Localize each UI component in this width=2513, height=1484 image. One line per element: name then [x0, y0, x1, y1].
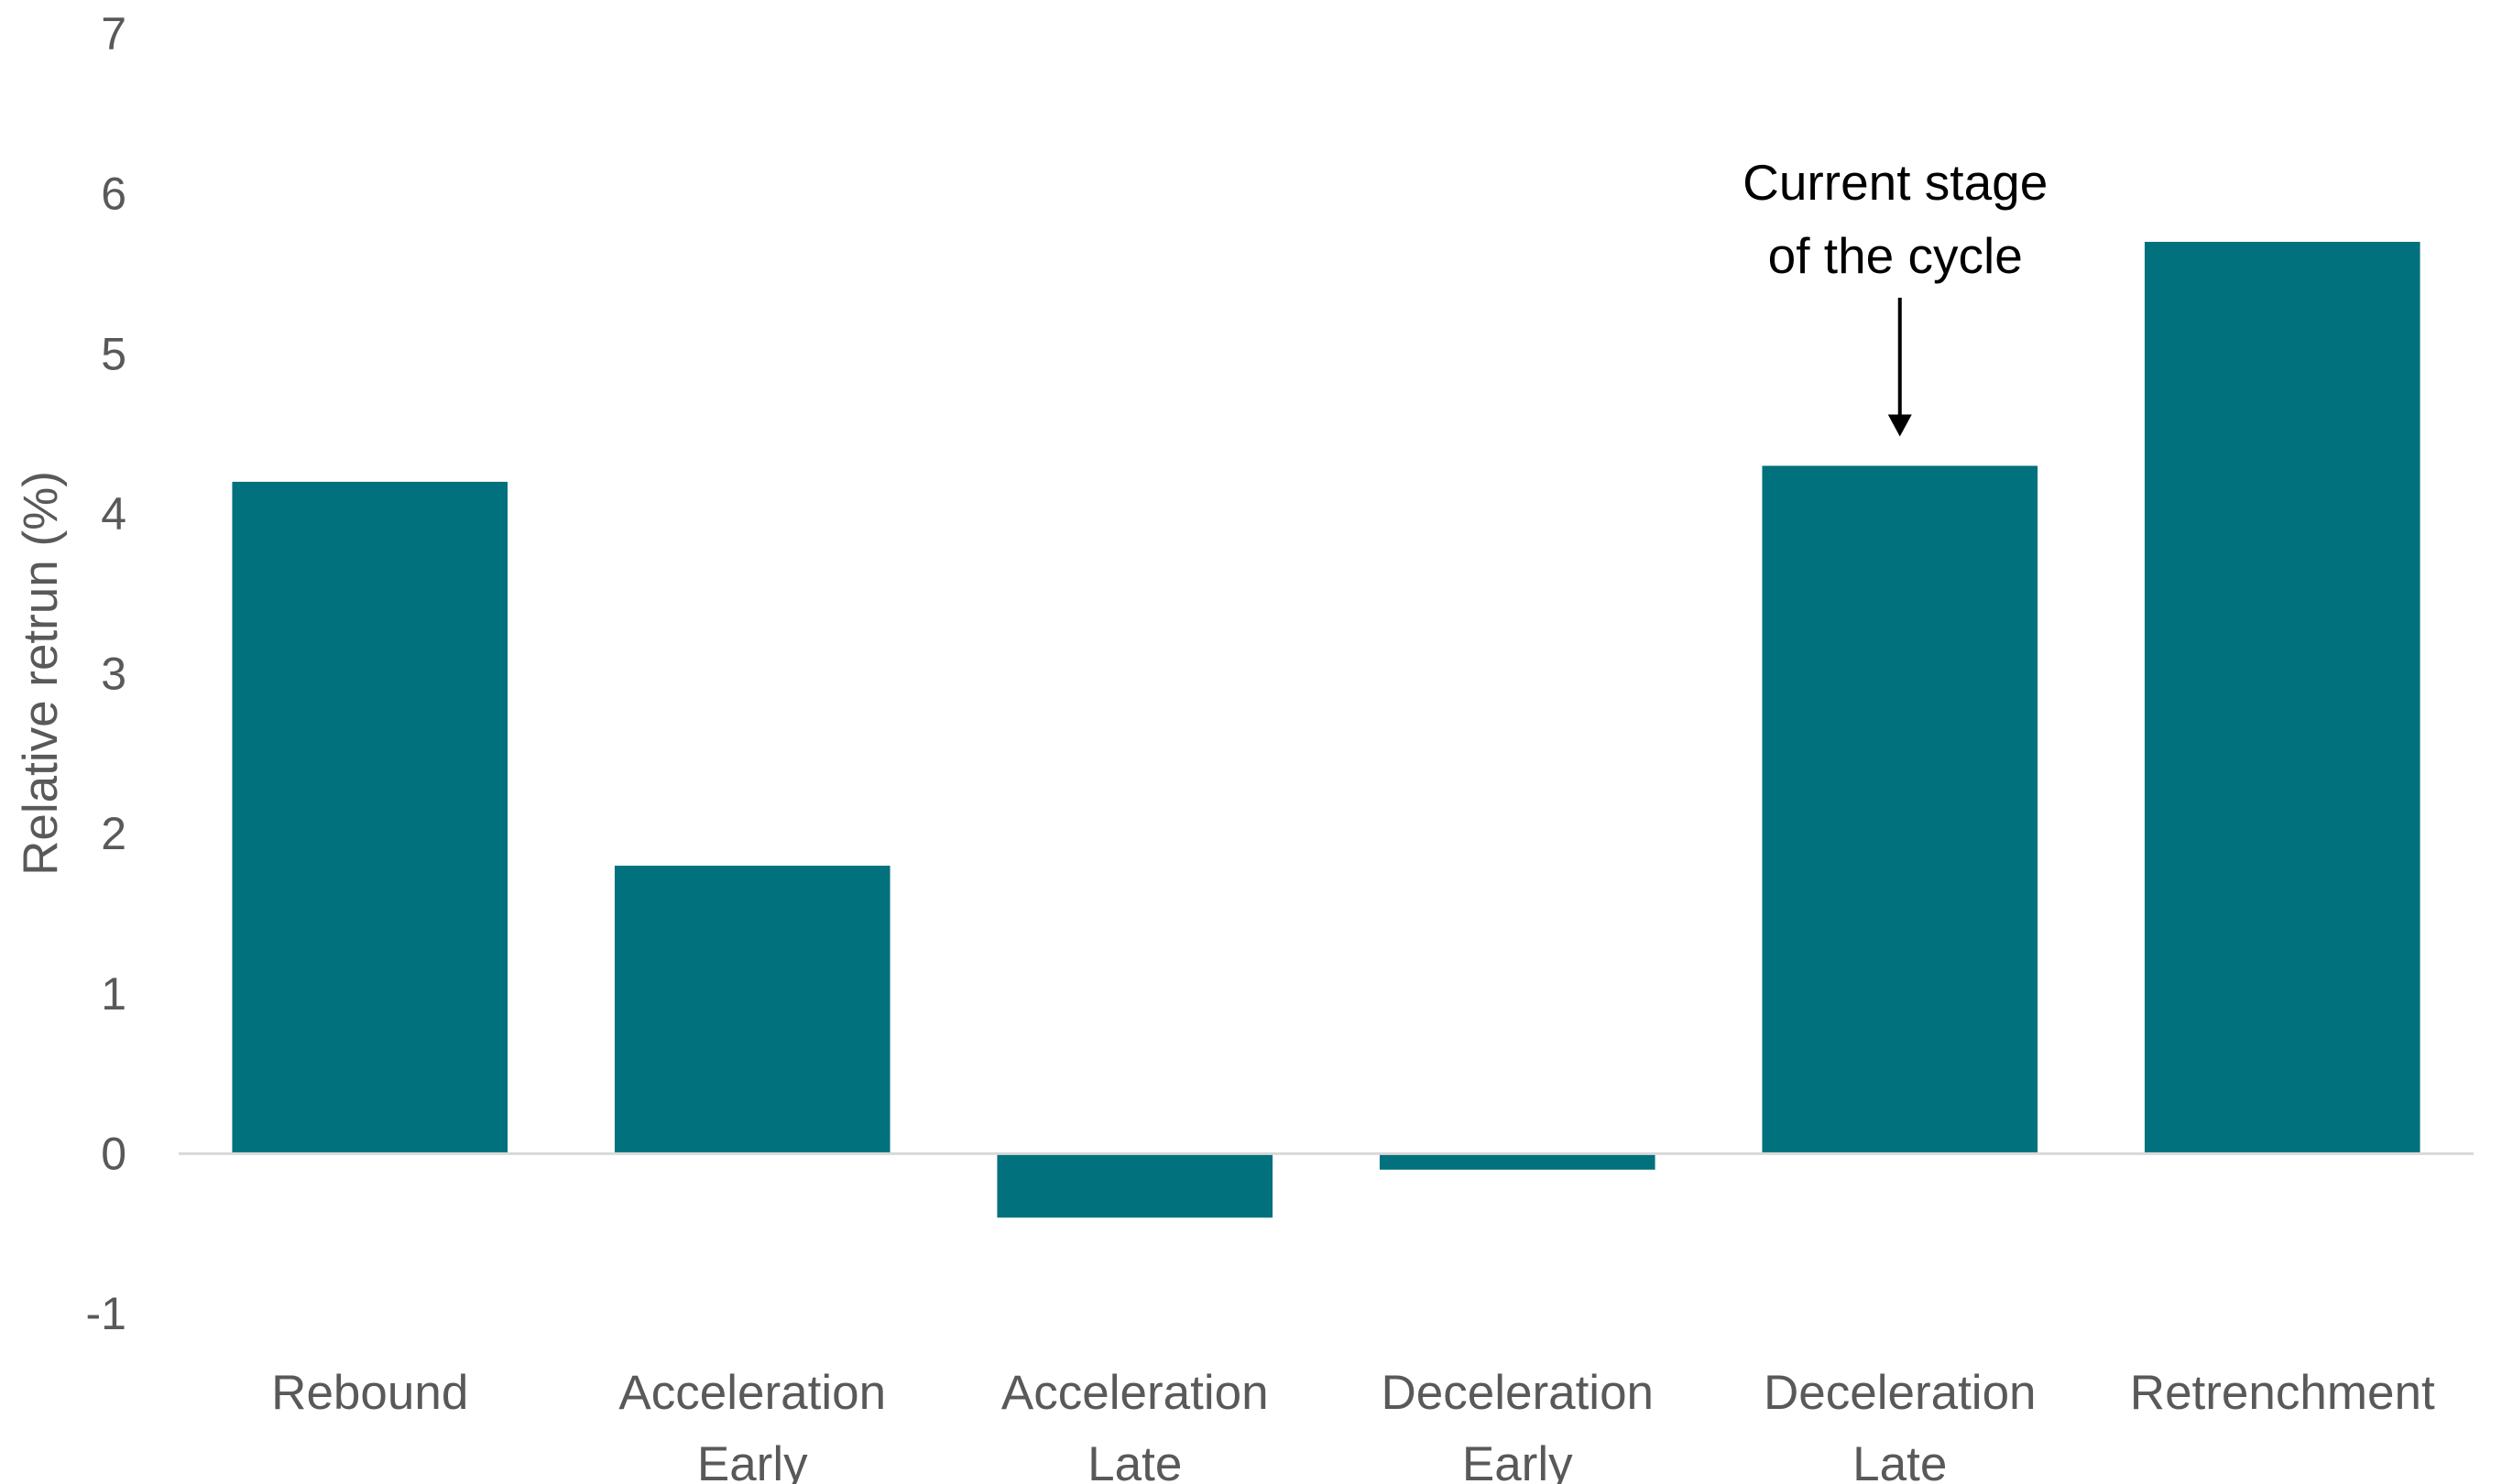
y-tick-label: 2 [101, 808, 126, 859]
annotation-arrow-head [1887, 414, 1912, 437]
x-tick-label: Deceleration Late [1764, 1366, 2037, 1484]
bars [232, 242, 2420, 1218]
x-tick-label: Retrenchment [2130, 1366, 2435, 1420]
bar [1762, 465, 2038, 1154]
x-tick-label: Acceleration Late [1001, 1366, 1269, 1484]
y-tick-label: 7 [101, 8, 126, 60]
current-stage-annotation: Current stage of the cycle [1743, 154, 2048, 437]
y-tick-label: 6 [101, 169, 126, 220]
y-tick-label: 3 [101, 649, 126, 700]
bar [2144, 242, 2420, 1154]
y-tick-label: 5 [101, 328, 126, 379]
x-tick-label: Deceleration Early [1381, 1366, 1654, 1484]
y-tick-label: -1 [86, 1288, 126, 1339]
x-tick-label: Acceleration Early [618, 1366, 886, 1484]
bar [1379, 1153, 1655, 1170]
y-tick-label: 4 [101, 488, 126, 540]
category-labels: Rebound Acceleration Early Acceleration Late… [271, 1366, 2435, 1484]
bar [997, 1153, 1273, 1218]
bar [232, 481, 508, 1154]
x-tick-label: Rebound [271, 1366, 468, 1420]
y-axis-ticks: -1 0 1 2 3 4 5 6 7 [86, 8, 126, 1339]
annotation-label: Current stage of the cycle [1743, 154, 2048, 284]
y-tick-label: 0 [101, 1128, 126, 1179]
y-axis-title: Relative retrun (%) [14, 471, 68, 876]
bar [614, 866, 890, 1154]
y-tick-label: 1 [101, 968, 126, 1020]
